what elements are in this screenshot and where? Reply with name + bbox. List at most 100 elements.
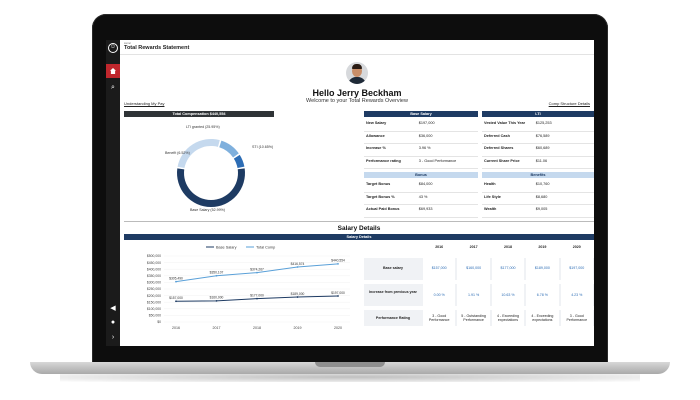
donut-slice-benefit[interactable]	[233, 154, 245, 168]
data-label: $160,000	[210, 296, 224, 300]
donut-slice-base-salary[interactable]	[177, 168, 245, 208]
lti-value-2: $60,689	[535, 146, 550, 150]
table-row-label-2: Performance Rating	[375, 316, 411, 320]
bonus-value-1: 43 %	[418, 194, 428, 199]
benefits-label-2: Wealth	[484, 207, 497, 211]
legend-label-0: Base Salary	[216, 246, 237, 250]
salary-details-table: 2016 2017 2018 2019 2020 Base salary $157,000 $…	[364, 242, 594, 330]
table-cell: 10.63 %	[501, 293, 515, 297]
x-tick-label: 2019	[294, 326, 302, 330]
table-cell-bg	[457, 284, 490, 306]
table-cell-bg	[491, 284, 525, 306]
table-cell-bg	[560, 310, 593, 326]
table-cell: 5 - Outstanding Performance	[461, 314, 486, 322]
y-tick-label: $350,000	[147, 274, 161, 278]
y-tick-label: $250,000	[147, 287, 161, 291]
table-cell-bg	[491, 258, 525, 280]
sidebar: ☺ ⌕ ◀ ● ›	[106, 40, 120, 346]
user-icon[interactable]: ●	[110, 319, 116, 326]
table-cell-bg	[526, 258, 559, 280]
table-cell-bg	[526, 310, 559, 326]
bonus-value-2: $69,933	[418, 207, 433, 211]
table-cell: 4 - Exceeding expectations	[531, 314, 554, 322]
app-logo-icon[interactable]: ☺	[108, 43, 118, 53]
data-point[interactable]	[337, 295, 339, 297]
table-cell: $197,000	[569, 266, 585, 270]
home-icon[interactable]	[106, 64, 120, 78]
salary-details-header: Salary Details	[124, 234, 594, 240]
data-point[interactable]	[215, 299, 218, 302]
table-cell: 4 - Exceeding expectations	[497, 314, 519, 322]
donut-label-sti: STI (10.65%)	[252, 145, 274, 149]
laptop-shadow	[60, 372, 640, 382]
data-point[interactable]	[296, 296, 299, 298]
y-tick-label: $100,000	[147, 307, 161, 311]
y-tick-label: $150,000	[147, 300, 161, 304]
lti-value-1: $76,589	[535, 133, 550, 138]
table-cell: 3 - Good Performance	[566, 314, 588, 322]
x-tick-label: 2018	[253, 326, 261, 330]
data-point[interactable]	[175, 280, 177, 283]
data-point[interactable]	[175, 300, 177, 303]
data-point[interactable]	[296, 266, 299, 268]
table-cell: 4.23 %	[571, 293, 583, 297]
lti-header: LTI	[482, 111, 594, 117]
donut-label-lti: LTI granted (25.95%)	[186, 125, 220, 129]
benefits-value-2: $9,005	[535, 207, 548, 211]
bonus-label-0: Target Bonus	[366, 182, 391, 186]
y-tick-label: $400,000	[147, 267, 161, 271]
top-bar: ssmc Total Rewards Statement	[120, 40, 594, 55]
expand-icon[interactable]: ›	[111, 334, 115, 341]
base-salary-value-1: $36,000	[418, 133, 433, 138]
understanding-pay-link[interactable]: Understanding My Pay	[124, 101, 165, 106]
bonus-label-2: Actual Paid Bonus	[366, 207, 400, 211]
legend-label-1: Total Comp	[256, 246, 275, 250]
donut-slice-lti-granted[interactable]	[177, 139, 220, 169]
data-label: $157,000	[169, 296, 183, 300]
table-cell-bg	[423, 284, 456, 306]
data-point[interactable]	[337, 262, 339, 265]
table-cell: $177,000	[500, 266, 516, 270]
table-cell-bg	[457, 258, 490, 280]
megaphone-icon[interactable]: ◀	[110, 305, 116, 312]
lti-value-3: $11.06	[535, 158, 548, 163]
table-cell-bg	[457, 310, 490, 326]
total-comp-header: Total Compensation $440,554	[124, 111, 274, 117]
donut-label-base: Base Salary (52.99%)	[190, 208, 225, 212]
base-salary-value-0: $197,000	[418, 121, 435, 125]
greeting-subtitle: Welcome to your Total Rewards Overview	[306, 98, 408, 104]
x-tick-label: 2017	[213, 326, 221, 330]
table-cell-bg	[560, 258, 593, 280]
y-tick-label: $50,000	[149, 314, 161, 318]
table-cell-bg	[560, 284, 593, 306]
data-point[interactable]	[256, 271, 258, 274]
lti-label-1: Deferred Cash	[484, 133, 510, 138]
search-icon[interactable]: ⌕	[111, 84, 115, 91]
benefits-label-0: Health	[484, 182, 496, 186]
laptop-base	[30, 362, 670, 374]
data-label: $416,574	[291, 262, 305, 266]
data-label: $189,000	[291, 292, 305, 296]
data-label: $197,000	[331, 291, 345, 295]
benefits-label-1: Life Style	[484, 194, 501, 199]
benefits-value-1: $8,680	[535, 194, 548, 199]
data-label: $177,000	[250, 293, 264, 297]
base-salary-label-2: Increase %	[366, 146, 386, 150]
donut-slice-sti[interactable]	[219, 140, 239, 158]
total-comp-donut	[177, 139, 245, 208]
table-cell-bg	[491, 310, 525, 326]
y-tick-label: $300,000	[147, 281, 161, 285]
table-cell: 0.00 %	[433, 293, 445, 297]
lti-value-0: $125,253	[535, 121, 552, 125]
lti-label-0: Vested Value This Year	[484, 121, 526, 125]
y-tick-label: $500,000	[147, 254, 161, 258]
comp-structure-link[interactable]: Comp Structure Details	[548, 101, 590, 106]
data-point[interactable]	[215, 274, 218, 277]
data-point[interactable]	[256, 297, 258, 300]
lti-label-2: Deferred Shares	[484, 146, 514, 150]
table-cell: 3 - Good Performance	[428, 314, 450, 322]
table-cell: $157,000	[431, 266, 447, 270]
bonus-value-0: $84,000	[418, 182, 433, 186]
year-header-2020: 2020	[572, 245, 581, 249]
table-cell: 1.91 %	[467, 293, 480, 297]
